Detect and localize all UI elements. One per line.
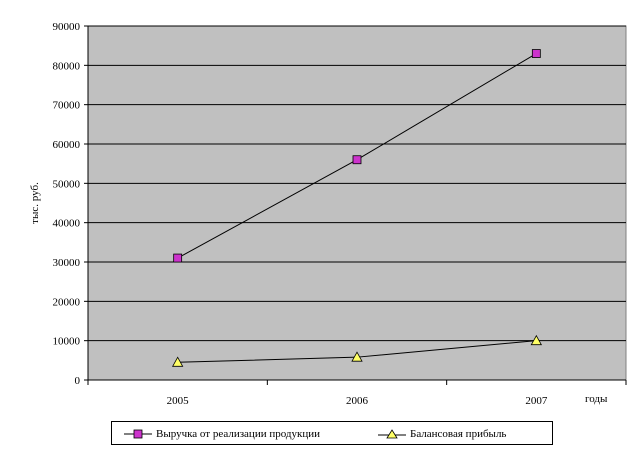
data-point-square <box>173 253 183 263</box>
y-tick-label: 0 <box>75 375 81 387</box>
data-point-square <box>531 49 541 58</box>
legend-item-revenue: Выручка от реализации продукции <box>124 426 320 442</box>
legend-label-profit: Балансовая прибыль <box>410 428 507 440</box>
x-tick-labels: 2005 2006 2007 <box>167 395 548 407</box>
x-tick-label: 2005 <box>167 395 190 407</box>
legend-item-profit: Балансовая прибыль <box>378 426 506 442</box>
plot-area <box>87 25 627 381</box>
series-group <box>171 49 543 367</box>
x-tick-label: 2007 <box>525 395 548 407</box>
square-marker-icon <box>124 429 152 439</box>
y-tick-labels: 0 10000 20000 30000 40000 50000 60000 70000 8000… <box>53 21 81 387</box>
y-tick-label: 30000 <box>53 257 81 269</box>
data-point-triangle <box>530 334 543 346</box>
data-point-triangle <box>351 351 363 362</box>
y-tick-label: 60000 <box>53 139 81 151</box>
y-tick-label: 50000 <box>53 178 81 190</box>
y-tick-label: 70000 <box>53 100 81 112</box>
data-point-triangle <box>171 356 184 367</box>
triangle-marker-icon <box>378 429 406 439</box>
y-tick-label: 80000 <box>53 60 81 72</box>
x-axis-title: годы <box>585 393 608 405</box>
y-tick-label: 10000 <box>53 336 81 348</box>
data-point-square <box>352 155 362 165</box>
legend-label-revenue: Выручка от реализации продукции <box>156 428 321 440</box>
legend: Выручка от реализации продукции Балансов… <box>111 421 553 445</box>
x-tick-label: 2006 <box>346 395 369 407</box>
y-axis-title: тыс. руб. <box>29 182 41 224</box>
y-tick-label: 40000 <box>53 218 81 230</box>
y-tick-label: 90000 <box>53 21 81 33</box>
axes <box>84 25 627 385</box>
y-tick-label: 20000 <box>53 296 81 308</box>
